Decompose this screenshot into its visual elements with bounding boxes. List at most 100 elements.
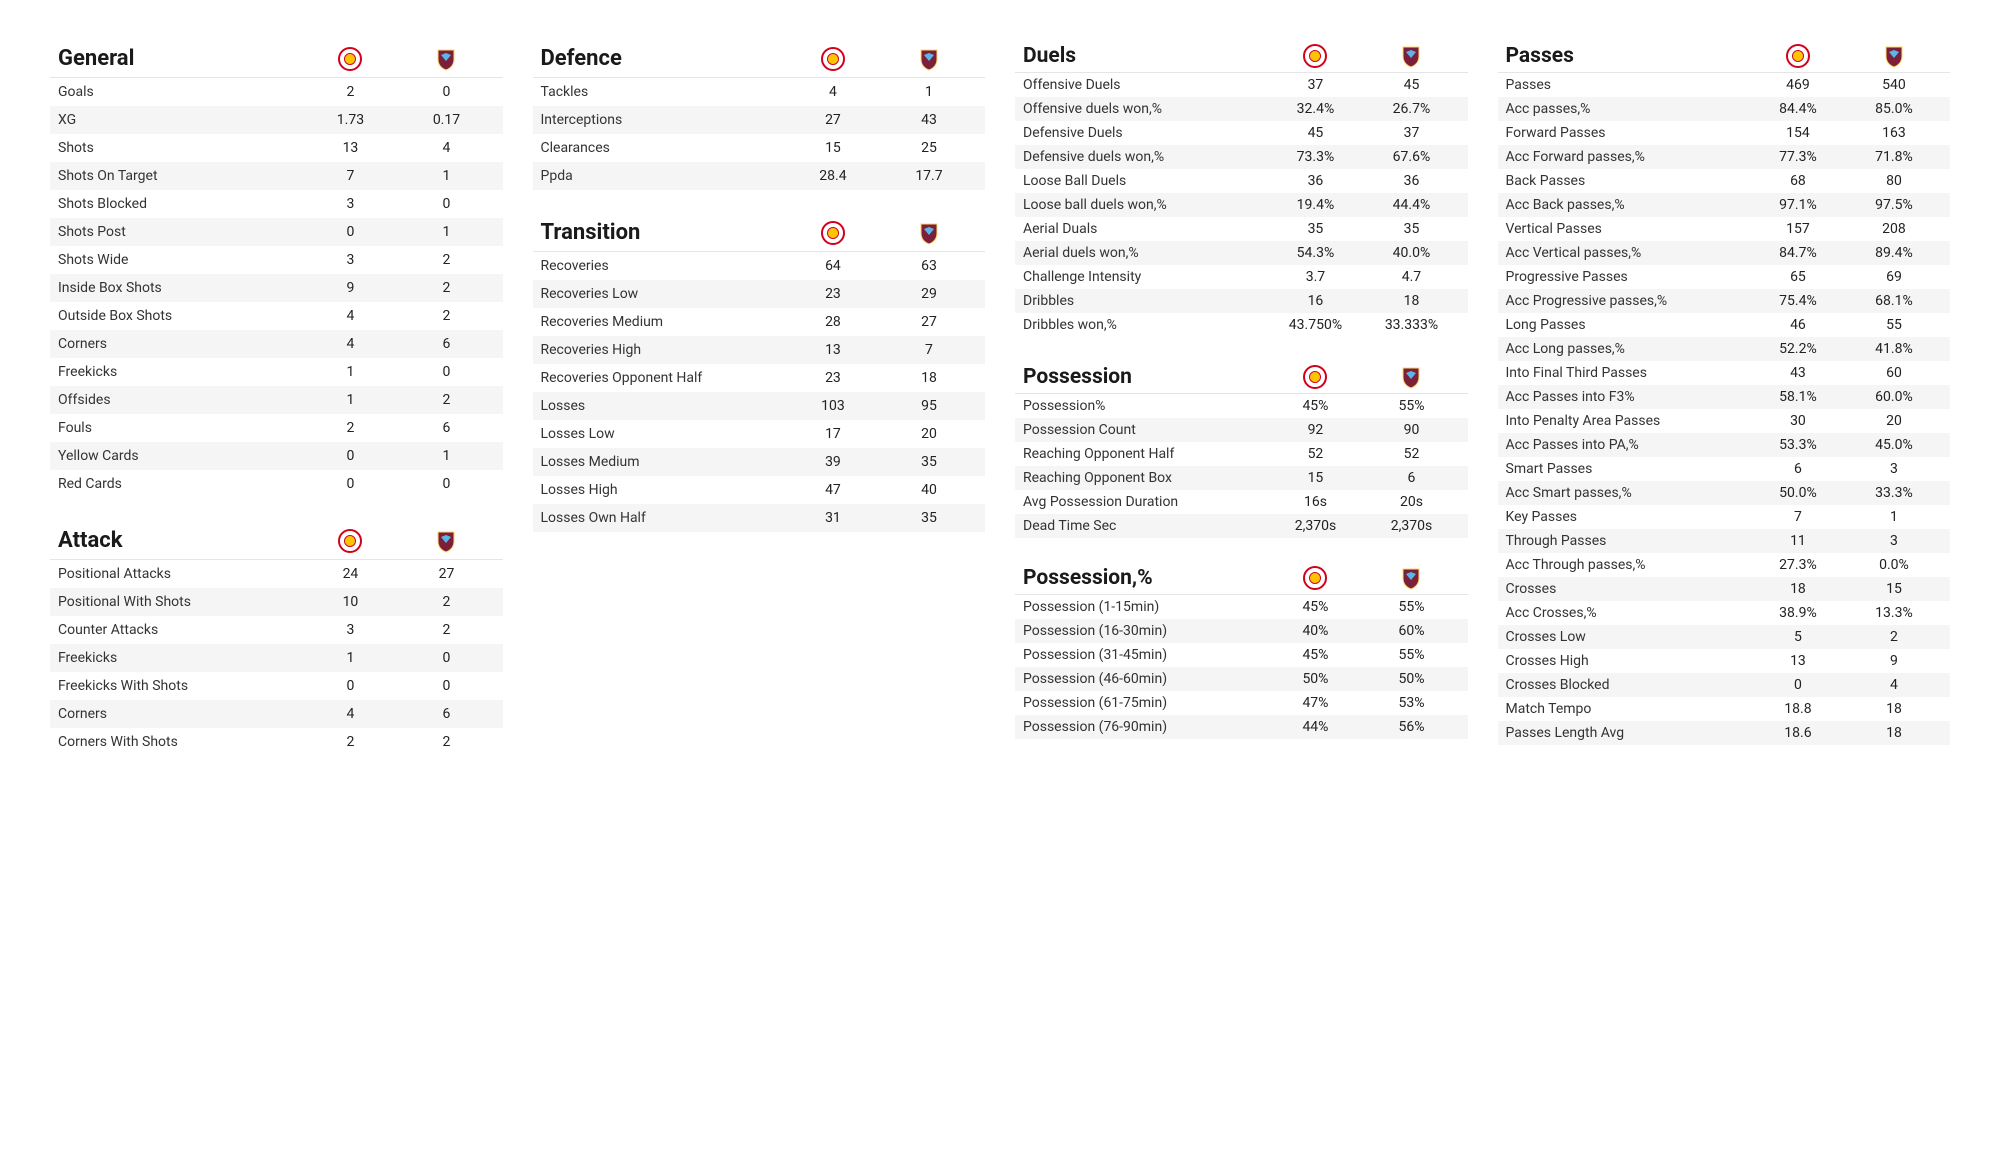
team-b-header xyxy=(881,221,977,245)
stat-row: Forward Passes 154 163 xyxy=(1498,121,1951,145)
stat-row: Crosses Low 5 2 xyxy=(1498,625,1951,649)
metric-label: Positional Attacks xyxy=(58,566,302,582)
metric-label: Acc Progressive passes,% xyxy=(1506,293,1750,309)
team-b-value: 35 xyxy=(1363,221,1459,237)
metric-label: Corners xyxy=(58,706,302,722)
team-a-value: 23 xyxy=(785,370,881,386)
metric-label: Defensive duels won,% xyxy=(1023,149,1267,165)
team-b-value: 0 xyxy=(398,364,494,380)
stat-row: Shots On Target 7 1 xyxy=(50,162,503,190)
metric-label: Possession Count xyxy=(1023,422,1267,438)
team-b-crest-icon xyxy=(434,47,458,71)
metric-label: Aerial Duals xyxy=(1023,221,1267,237)
team-a-value: 1.73 xyxy=(302,112,398,128)
team-a-value: 39 xyxy=(785,454,881,470)
team-b-value: 27 xyxy=(881,314,977,330)
team-b-crest-icon xyxy=(1399,44,1423,68)
section-header: General xyxy=(50,40,503,78)
team-a-value: 68 xyxy=(1750,173,1846,189)
team-a-crest-icon xyxy=(1303,44,1327,68)
stat-row: Into Penalty Area Passes 30 20 xyxy=(1498,409,1951,433)
team-a-value: 50% xyxy=(1267,671,1363,687)
metric-label: Aerial duels won,% xyxy=(1023,245,1267,261)
team-a-value: 1 xyxy=(302,392,398,408)
team-b-value: 18 xyxy=(1363,293,1459,309)
metric-label: Goals xyxy=(58,84,302,100)
team-a-value: 97.1% xyxy=(1750,197,1846,213)
team-a-value: 15 xyxy=(785,140,881,156)
team-b-value: 1 xyxy=(881,84,977,100)
team-a-value: 3 xyxy=(302,252,398,268)
team-a-header xyxy=(1267,44,1363,68)
team-a-crest-icon xyxy=(338,47,362,71)
metric-label: Acc Forward passes,% xyxy=(1506,149,1750,165)
team-a-value: 1 xyxy=(302,364,398,380)
section-attack: Attack Positional Attacks 24 27 Position… xyxy=(50,522,503,756)
stat-row: Possession (16-30min) 40% 60% xyxy=(1015,619,1468,643)
stat-row: Shots 13 4 xyxy=(50,134,503,162)
team-b-value: 2 xyxy=(398,280,494,296)
team-b-value: 97.5% xyxy=(1846,197,1942,213)
team-a-value: 4 xyxy=(302,308,398,324)
team-a-value: 31 xyxy=(785,510,881,526)
team-b-value: 37 xyxy=(1363,125,1459,141)
team-b-value: 53% xyxy=(1363,695,1459,711)
stat-row: Shots Post 0 1 xyxy=(50,218,503,246)
team-b-value: 56% xyxy=(1363,719,1459,735)
metric-label: Fouls xyxy=(58,420,302,436)
metric-label: Recoveries xyxy=(541,258,785,274)
team-b-value: 540 xyxy=(1846,77,1942,93)
stat-row: Acc Back passes,% 97.1% 97.5% xyxy=(1498,193,1951,217)
column: Defence Tackles 4 1 Interceptions 27 43 … xyxy=(533,40,986,532)
team-b-header xyxy=(398,529,494,553)
metric-label: Offsides xyxy=(58,392,302,408)
team-a-value: 6 xyxy=(1750,461,1846,477)
team-b-crest-icon xyxy=(1399,365,1423,389)
team-b-value: 0 xyxy=(398,650,494,666)
team-b-value: 69 xyxy=(1846,269,1942,285)
metric-label: Possession (61-75min) xyxy=(1023,695,1267,711)
team-b-value: 55% xyxy=(1363,647,1459,663)
team-a-value: 13 xyxy=(1750,653,1846,669)
stat-row: Corners With Shots 2 2 xyxy=(50,728,503,756)
team-b-value: 60% xyxy=(1363,623,1459,639)
stat-row: Acc Progressive passes,% 75.4% 68.1% xyxy=(1498,289,1951,313)
stat-row: Yellow Cards 0 1 xyxy=(50,442,503,470)
stat-row: Recoveries High 13 7 xyxy=(533,336,986,364)
team-a-value: 84.7% xyxy=(1750,245,1846,261)
team-a-value: 0 xyxy=(302,678,398,694)
metric-label: Offensive duels won,% xyxy=(1023,101,1267,117)
team-a-value: 23 xyxy=(785,286,881,302)
stat-row: Crosses Blocked 0 4 xyxy=(1498,673,1951,697)
metric-label: Crosses High xyxy=(1506,653,1750,669)
metric-label: Clearances xyxy=(541,140,785,156)
stat-row: Shots Blocked 3 0 xyxy=(50,190,503,218)
stat-row: Possession (46-60min) 50% 50% xyxy=(1015,667,1468,691)
team-a-value: 15 xyxy=(1267,470,1363,486)
team-b-value: 0 xyxy=(398,476,494,492)
metric-label: Shots Post xyxy=(58,224,302,240)
stat-row: Freekicks 1 0 xyxy=(50,644,503,672)
metric-label: Acc Crosses,% xyxy=(1506,605,1750,621)
team-b-value: 2 xyxy=(398,392,494,408)
stat-row: Match Tempo 18.8 18 xyxy=(1498,697,1951,721)
metric-label: Shots Wide xyxy=(58,252,302,268)
team-a-value: 30 xyxy=(1750,413,1846,429)
stat-row: Losses Own Half 31 35 xyxy=(533,504,986,532)
metric-label: Match Tempo xyxy=(1506,701,1750,717)
section-rows: Offensive Duels 37 45 Offensive duels wo… xyxy=(1015,73,1468,337)
team-b-header xyxy=(1846,44,1942,68)
team-a-value: 47% xyxy=(1267,695,1363,711)
team-a-crest-icon xyxy=(338,529,362,553)
metric-label: Acc Long passes,% xyxy=(1506,341,1750,357)
stat-row: Losses High 47 40 xyxy=(533,476,986,504)
stat-row: Defensive Duels 45 37 xyxy=(1015,121,1468,145)
team-b-value: 4.7 xyxy=(1363,269,1459,285)
metric-label: Losses High xyxy=(541,482,785,498)
metric-label: Counter Attacks xyxy=(58,622,302,638)
team-a-value: 43.750% xyxy=(1267,317,1363,333)
team-a-value: 45% xyxy=(1267,599,1363,615)
stats-columns: General Goals 2 0 XG 1.73 0.17 Shots 13 … xyxy=(50,40,1950,756)
team-a-value: 0 xyxy=(302,448,398,464)
section-rows: Possession (1-15min) 45% 55% Possession … xyxy=(1015,595,1468,739)
